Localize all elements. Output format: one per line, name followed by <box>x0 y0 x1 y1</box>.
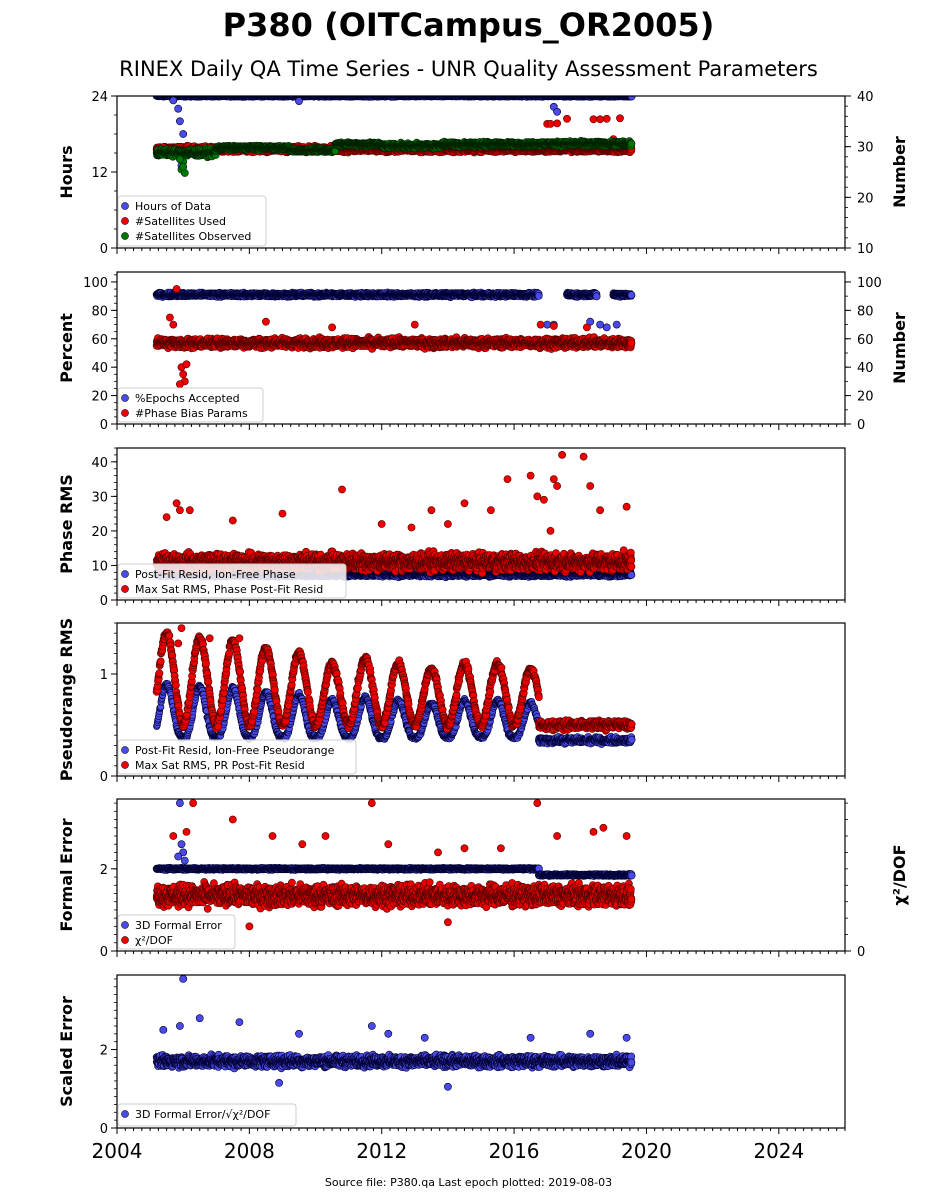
data-point-hours-s0 <box>175 117 184 126</box>
data-point-hours-s1 <box>596 115 604 124</box>
data-point-hours-s1 <box>589 115 598 124</box>
plot-area-hours <box>152 96 636 177</box>
data-point-hours-s1 <box>602 114 611 123</box>
data-point-hours-s0 <box>179 130 188 138</box>
data-point-hours-s0 <box>169 96 178 105</box>
data-point-hours-s0 <box>174 104 183 113</box>
data-point-hours-s1 <box>546 120 555 128</box>
data-point-hours-s1 <box>553 119 561 128</box>
data-point-hours-s1 <box>616 114 624 123</box>
data-point-hours-s1 <box>563 114 571 123</box>
data-point-hours-s0 <box>553 107 561 116</box>
data-point-hours-s0 <box>295 97 303 105</box>
